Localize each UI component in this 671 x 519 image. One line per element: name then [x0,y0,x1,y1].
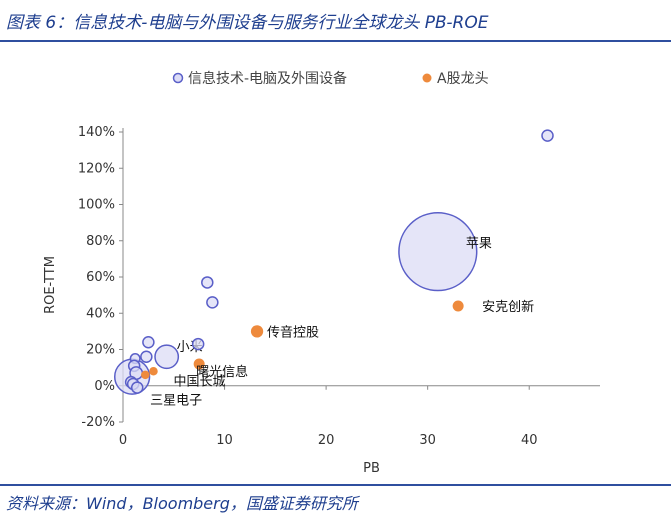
legend-marker-global [172,72,184,84]
pb-roe-bubble-chart: -20% 0% 20% 40% 60% 80% 100% 120% 140% 0 10 20 30 40 P… [43,70,600,476]
global-bubble [154,344,180,370]
x-axis-title: PB [363,461,380,476]
bubble-label: 曙光信息 [196,364,248,380]
a-share-bubble [193,358,205,370]
global-bubble [206,296,219,309]
a-share-bubble [452,300,464,312]
x-tick-label: 30 [419,433,436,448]
x-tick-label: 0 [119,433,127,448]
global-bubble [201,276,214,289]
legend-label-a-share: A股龙头 [437,71,489,87]
bubble-label: 传音控股 [267,324,319,340]
bubble-label: 苹果 [466,237,492,252]
y-axis-title: ROE-TTM [43,256,58,314]
global-bubble [140,350,153,363]
title-rule [0,40,671,42]
y-tick-label: 100% [78,198,115,213]
y-tick-label: 80% [86,234,115,249]
y-tick-label: 140% [78,125,115,140]
legend-label-global: 信息技术-电脑及外围设备 [188,70,347,87]
y-tick-label: 0% [94,379,115,394]
source-rule [0,484,671,486]
bubble-label: 三星电子 [150,394,202,409]
legend-marker-a-share [422,73,432,83]
bubble-label: 中国长城 [173,374,225,389]
global-bubble [130,381,144,394]
a-share-bubble [250,325,264,338]
bubble-label: 安克创新 [482,299,534,315]
global-bubble [541,129,554,142]
figure-title: 图表 6：信息技术-电脑与外围设备与服务行业全球龙头 PB-ROE [6,13,489,33]
a-share-bubble [149,366,158,376]
global-bubble [142,336,155,349]
global-bubble [398,211,478,292]
y-tick-label: 40% [86,306,115,321]
y-tick-label: 20% [86,343,115,358]
y-tick-label: -20% [81,415,115,430]
x-tick-label: 10 [216,433,233,448]
x-tick-label: 20 [318,433,335,448]
x-tick-label: 40 [521,433,538,448]
y-tick-label: 60% [86,270,115,285]
y-tick-label: 120% [78,161,115,176]
global-bubble [191,337,205,351]
a-share-bubble [141,370,150,380]
figure-source: 资料来源：Wind，Bloomberg，国盛证券研究所 [6,494,358,513]
